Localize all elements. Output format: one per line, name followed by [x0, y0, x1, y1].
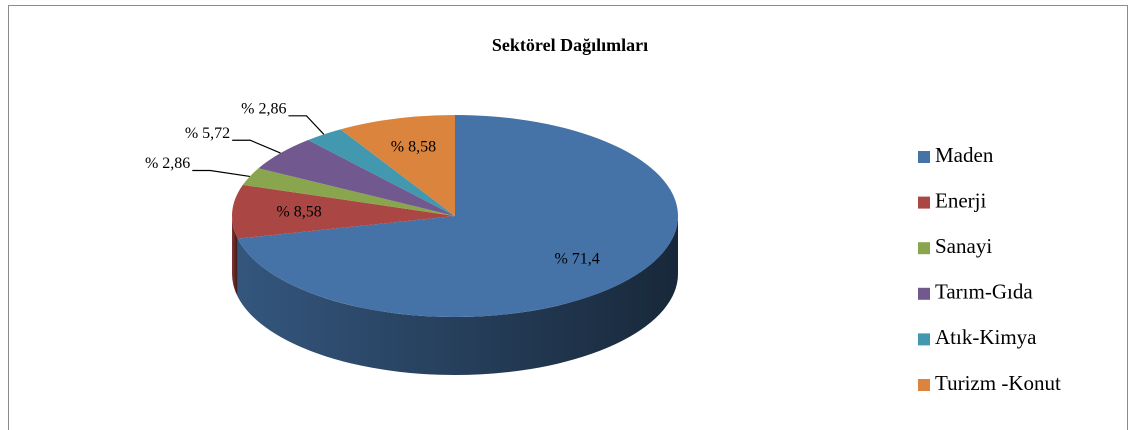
data-label: % 2,86: [241, 100, 286, 117]
legend-swatch: [918, 333, 930, 346]
legend-swatch: [918, 196, 930, 209]
legend-swatch: [918, 379, 930, 391]
leader-line: [192, 169, 250, 178]
legend-label: Tarım-Gıda: [935, 280, 1033, 304]
data-label: % 8,58: [276, 204, 321, 221]
slice: [242, 168, 455, 216]
leader-line: [232, 139, 281, 154]
legend-swatch: [918, 242, 930, 255]
chart-title: Sektörel Dağılımları: [492, 35, 648, 55]
slice: [258, 139, 455, 216]
legend-label: Enerji: [935, 188, 986, 212]
data-label: % 71,4: [554, 251, 599, 268]
legend-label: Atık-Kimya: [935, 325, 1037, 349]
slice-side: [237, 216, 678, 375]
legend-label: Turizm -Konut: [935, 371, 1061, 395]
slice: [340, 115, 455, 216]
legend-label: Sanayi: [935, 234, 992, 258]
slice: [237, 115, 678, 317]
leader-line: [288, 115, 325, 135]
data-label: % 2,86: [145, 155, 190, 172]
slice-side: [232, 216, 238, 297]
slice: [308, 129, 455, 216]
slice: [232, 184, 455, 239]
legend-label: Maden: [935, 143, 994, 167]
legend-swatch: [918, 151, 930, 163]
data-label: % 5,72: [185, 125, 230, 142]
legend-swatch: [918, 287, 930, 300]
data-label: % 8,58: [391, 139, 436, 156]
